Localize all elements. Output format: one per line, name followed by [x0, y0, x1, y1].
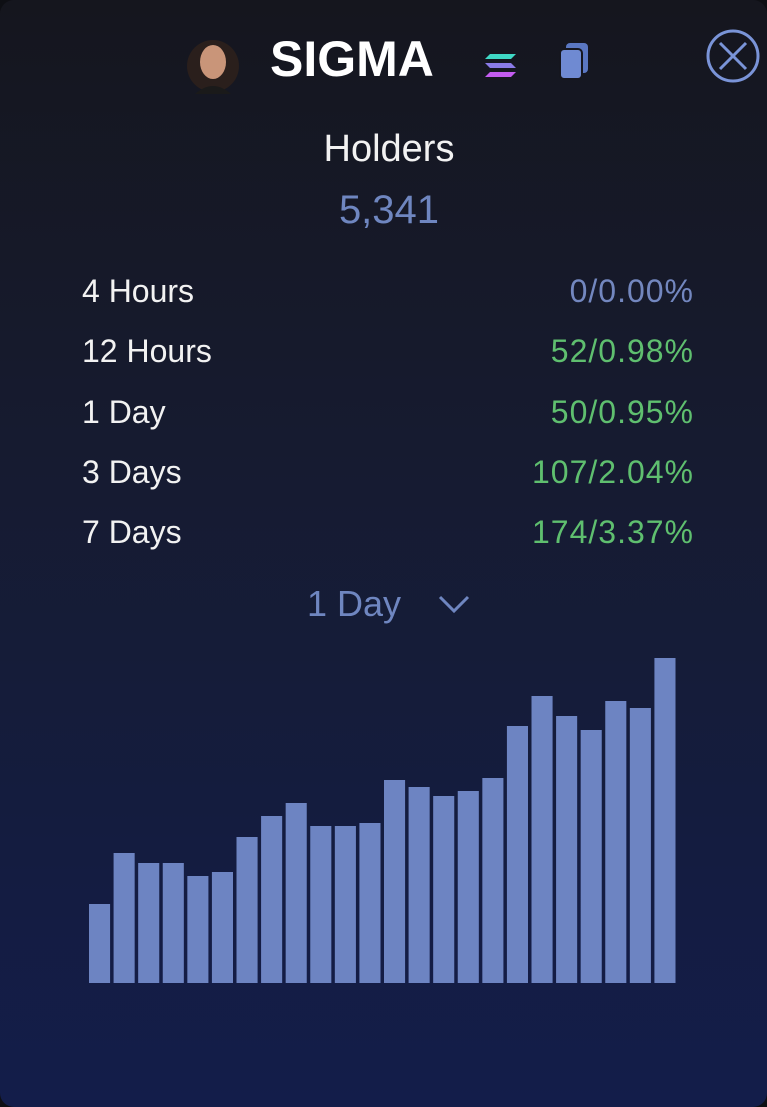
stat-label: 4 Hours	[82, 273, 195, 309]
dropdown-chevron[interactable]	[438, 595, 470, 614]
bar	[408, 787, 430, 983]
close-button[interactable]	[706, 29, 760, 83]
bar	[531, 696, 553, 983]
stat-value: 52/0.98%	[550, 333, 694, 370]
bar	[556, 716, 578, 983]
bar	[457, 791, 479, 983]
stat-value: 107/2.04%	[531, 453, 694, 490]
bar	[285, 803, 307, 983]
bar	[334, 826, 356, 983]
holders-chart	[89, 658, 676, 983]
period-selector[interactable]: 1 Day	[307, 583, 402, 624]
bar	[113, 853, 135, 983]
bar	[359, 823, 381, 983]
bar	[506, 726, 528, 983]
holders-count: 5,341	[338, 188, 440, 232]
bar	[580, 730, 602, 983]
bar	[605, 701, 627, 983]
bar	[187, 876, 209, 983]
solana-icon	[485, 54, 516, 77]
bar	[261, 816, 283, 983]
stat-label: 12 Hours	[82, 333, 212, 370]
token-title: SIGMA	[270, 31, 434, 87]
stat-label: 1 Day	[82, 393, 166, 430]
bar	[89, 904, 111, 983]
bar	[138, 863, 160, 983]
copy-button[interactable]	[559, 43, 588, 80]
bar	[482, 778, 504, 983]
bar	[236, 837, 258, 983]
bar	[310, 826, 332, 983]
bar	[211, 872, 233, 983]
bar	[654, 658, 676, 983]
stat-value: 0/0.00%	[569, 273, 694, 309]
bar	[162, 863, 184, 983]
avatar-face	[200, 45, 226, 79]
bar	[433, 796, 455, 983]
bar	[629, 708, 651, 983]
stat-label: 7 Days	[82, 514, 182, 551]
avatar-suit	[195, 86, 231, 94]
bar	[384, 780, 406, 983]
stat-value: 50/0.95%	[550, 393, 694, 430]
stat-value: 174/3.37%	[531, 514, 694, 551]
holders-label: Holders	[323, 128, 455, 170]
stat-label: 3 Days	[82, 453, 182, 490]
